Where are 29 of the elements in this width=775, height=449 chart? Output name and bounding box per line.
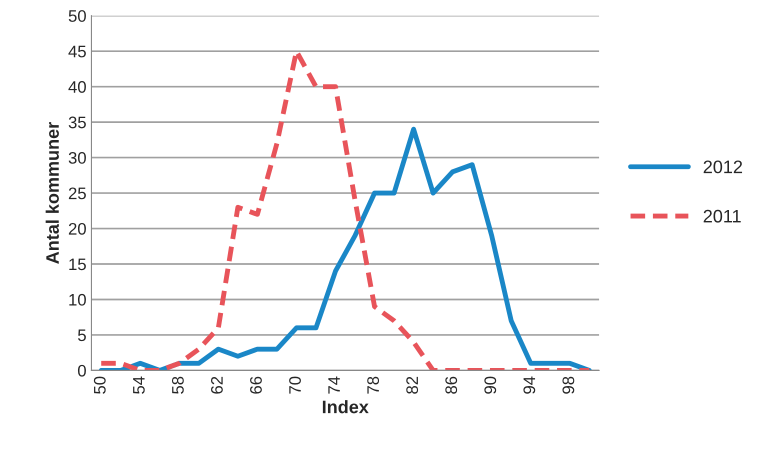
x-tick-label: 94 <box>523 376 536 394</box>
y-axis-title: Antal kommuner <box>46 122 59 264</box>
y-tick-label: 30 <box>68 152 86 164</box>
y-tick-label: 25 <box>68 187 86 200</box>
x-tick-label: 50 <box>94 376 106 394</box>
y-tick-label: 10 <box>69 294 86 306</box>
x-tick-label: 58 <box>172 376 184 394</box>
x-tick-label: 70 <box>289 376 301 394</box>
line-series <box>98 126 592 370</box>
x-axis-title: Index <box>322 400 369 414</box>
x-tick-label: 62 <box>211 376 223 394</box>
x-tick-label: 74 <box>328 376 340 394</box>
x-tick-label: 98 <box>562 376 574 394</box>
legend-label: 2011 <box>704 210 741 223</box>
x-tick-label: 54 <box>133 376 145 394</box>
x-tick-label: 86 <box>445 376 458 394</box>
y-tick-label: 50 <box>68 10 86 22</box>
y-tick-label: 15 <box>69 258 86 270</box>
y-tick-label: 0 <box>78 364 86 377</box>
x-tick-label: 82 <box>406 376 418 394</box>
y-tick-label: 5 <box>78 330 86 342</box>
y-tick-label: 20 <box>68 222 86 235</box>
x-tick-label: 78 <box>367 376 380 394</box>
x-tick-label: 66 <box>250 376 262 394</box>
y-tick-label: 35 <box>68 116 86 128</box>
y-tick-label: 45 <box>68 46 86 58</box>
x-tick-label: 90 <box>484 376 496 394</box>
y-tick-label: 40 <box>68 81 86 93</box>
legend-label: 2012 <box>704 160 742 174</box>
